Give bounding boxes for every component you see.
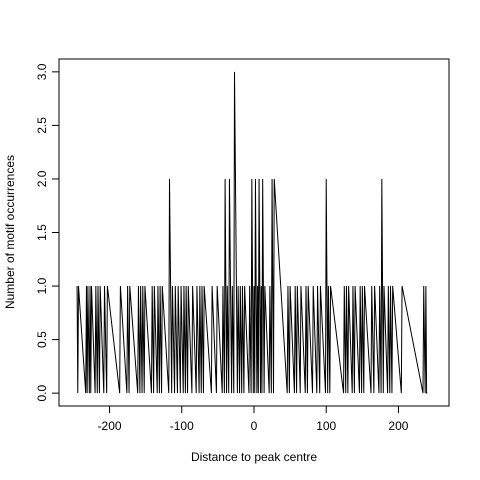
- x-tick-label: 0: [251, 419, 258, 433]
- y-tick-label: 2.5: [35, 117, 49, 134]
- y-tick-label: 3.0: [35, 63, 49, 80]
- y-axis-title: Number of motif occurrences: [3, 155, 17, 309]
- y-tick-label: 1.5: [35, 224, 49, 241]
- series-group: [76, 71, 428, 394]
- y-tick-label: 2.0: [35, 170, 49, 187]
- x-axis: -200 -100 0 100 200: [98, 405, 409, 433]
- y-axis: 0.0 0.5 1.0 1.5 2.0 2.5 3.0: [35, 63, 60, 401]
- x-tick-label: -200: [98, 419, 122, 433]
- x-axis-title: Distance to peak centre: [191, 450, 317, 464]
- series-line: [76, 71, 428, 394]
- y-tick-label: 0.5: [35, 331, 49, 348]
- x-tick-label: -100: [170, 419, 194, 433]
- x-tick-label: 100: [316, 419, 336, 433]
- y-tick-label: 1.0: [35, 277, 49, 294]
- x-tick-label: 200: [388, 419, 408, 433]
- y-tick-label: 0.0: [35, 384, 49, 401]
